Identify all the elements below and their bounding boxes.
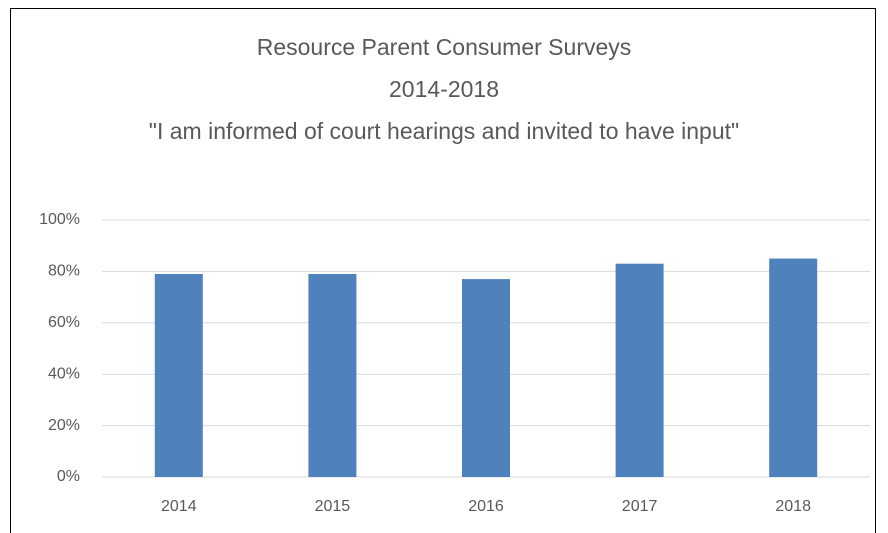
chart-frame	[10, 8, 876, 533]
x-tick-label: 2017	[622, 498, 658, 515]
y-tick-label: 20%	[48, 417, 80, 434]
y-tick-label: 0%	[57, 468, 80, 485]
y-tick-label: 40%	[48, 365, 80, 382]
y-tick-label: 100%	[39, 211, 80, 228]
bar	[769, 258, 818, 477]
x-tick-label: 2014	[161, 498, 197, 515]
x-tick-label: 2016	[468, 498, 504, 515]
title-line: 2014-2018	[389, 76, 499, 102]
y-tick-label: 60%	[48, 314, 80, 331]
bar	[154, 273, 203, 477]
x-tick-label: 2018	[775, 498, 811, 515]
x-tick-label: 2015	[315, 498, 351, 515]
bar	[308, 273, 357, 477]
title-line: Resource Parent Consumer Surveys	[256, 34, 632, 60]
chart-title: Resource Parent Consumer Surveys 2014-20…	[124, 26, 764, 152]
bar	[462, 279, 510, 477]
y-tick-label: 80%	[48, 263, 80, 280]
bar	[615, 263, 664, 477]
title-line: "I am informed of court hearings and inv…	[148, 118, 740, 144]
